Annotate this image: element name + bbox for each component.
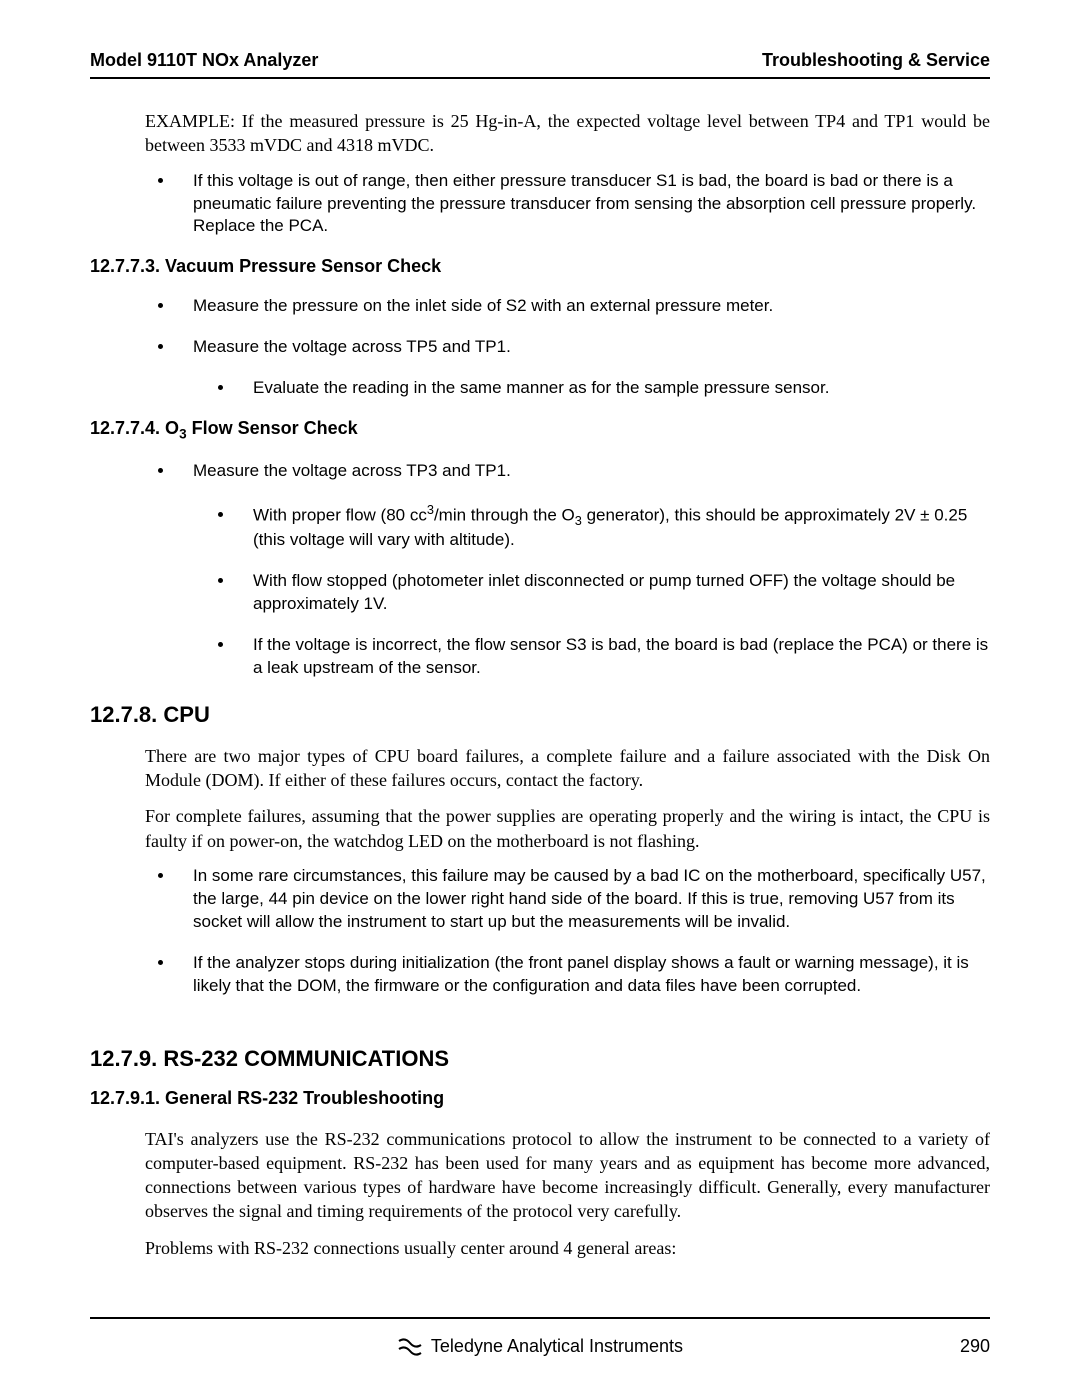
bullet-list-nested: Evaluate the reading in the same manner … xyxy=(235,377,990,400)
subscript: 3 xyxy=(575,513,582,528)
bullet-list: Measure the voltage across TP3 and TP1. xyxy=(175,460,990,483)
superscript: 3 xyxy=(427,502,434,517)
body-paragraph: For complete failures, assuming that the… xyxy=(145,804,990,853)
text-fragment: /min through the O xyxy=(434,505,575,524)
section-heading-12791: 12.7.9.1. General RS-232 Troubleshooting xyxy=(90,1088,990,1109)
list-item: In some rare circumstances, this failure… xyxy=(175,865,990,934)
heading-text-prefix: 12.7.7.4. O xyxy=(90,418,179,438)
list-item: Measure the pressure on the inlet side o… xyxy=(175,295,990,318)
page-footer: Teledyne Analytical Instruments 290 xyxy=(90,1336,990,1357)
header-left: Model 9110T NOx Analyzer xyxy=(90,50,318,71)
heading-subscript: 3 xyxy=(179,427,187,442)
footer-page-number: 290 xyxy=(960,1336,990,1357)
bullet-list: If this voltage is out of range, then ei… xyxy=(175,170,990,239)
list-item: If the analyzer stops during initializat… xyxy=(175,952,990,998)
section-heading-12773: 12.7.7.3. Vacuum Pressure Sensor Check xyxy=(90,256,990,277)
section-heading-1278: 12.7.8. CPU xyxy=(90,702,990,728)
list-item: If the voltage is incorrect, the flow se… xyxy=(235,634,990,680)
section-heading-12774: 12.7.7.4. O3 Flow Sensor Check xyxy=(90,418,990,442)
example-paragraph: EXAMPLE: If the measured pressure is 25 … xyxy=(145,109,990,158)
list-item: If this voltage is out of range, then ei… xyxy=(175,170,990,239)
list-item: Measure the voltage across TP5 and TP1. xyxy=(175,336,990,359)
bullet-list: In some rare circumstances, this failure… xyxy=(175,865,990,998)
footer-company: Teledyne Analytical Instruments xyxy=(431,1336,683,1357)
footer-rule xyxy=(90,1317,990,1319)
list-item: With proper flow (80 cc3/min through the… xyxy=(235,501,990,552)
list-item: Evaluate the reading in the same manner … xyxy=(235,377,990,400)
bullet-list-nested: With proper flow (80 cc3/min through the… xyxy=(235,501,990,680)
teledyne-logo-icon xyxy=(397,1337,423,1357)
body-paragraph: Problems with RS-232 connections usually… xyxy=(145,1236,990,1260)
header-right: Troubleshooting & Service xyxy=(762,50,990,71)
heading-text-suffix: Flow Sensor Check xyxy=(187,418,358,438)
bullet-list: Measure the pressure on the inlet side o… xyxy=(175,295,990,359)
section-heading-1279: 12.7.9. RS-232 COMMUNICATIONS xyxy=(90,1046,990,1072)
list-item: Measure the voltage across TP3 and TP1. xyxy=(175,460,990,483)
body-paragraph: There are two major types of CPU board f… xyxy=(145,744,990,793)
body-paragraph: TAI's analyzers use the RS-232 communica… xyxy=(145,1127,990,1224)
text-fragment: With proper flow (80 cc xyxy=(253,505,427,524)
page-header: Model 9110T NOx Analyzer Troubleshooting… xyxy=(90,50,990,79)
list-item: With flow stopped (photometer inlet disc… xyxy=(235,570,990,616)
page-content: EXAMPLE: If the measured pressure is 25 … xyxy=(90,109,990,1260)
